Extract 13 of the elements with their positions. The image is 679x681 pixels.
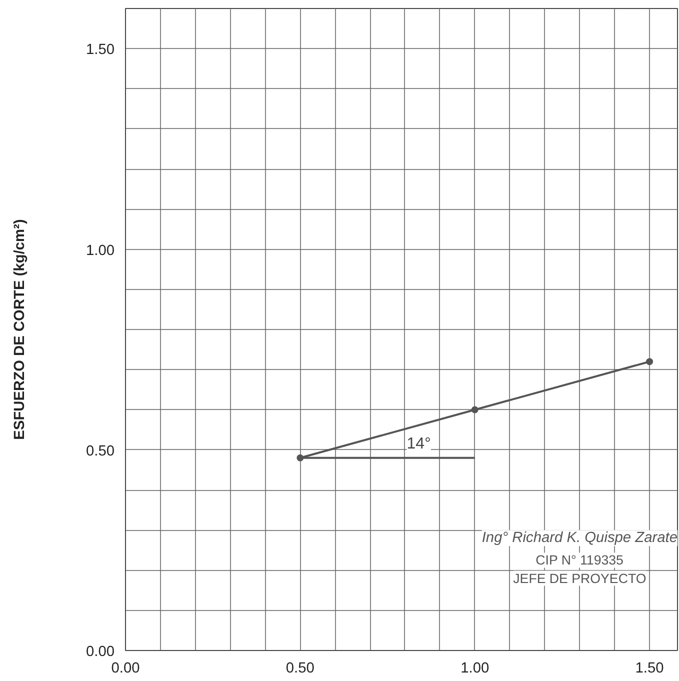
y-tick-label: 1.00 xyxy=(86,242,115,259)
x-tick-label: 0.50 xyxy=(286,660,314,676)
x-tick-label: 1.00 xyxy=(460,660,490,676)
y-tick-label: 0.50 xyxy=(86,443,115,460)
y-axis-title: ESFUERZO DE CORTE (kg/cm²) xyxy=(12,219,28,440)
y-tick-label: 1.50 xyxy=(86,42,115,58)
x-tick-label: 0.00 xyxy=(111,660,140,676)
y-tick-label: 0.00 xyxy=(86,644,115,660)
annotation: Ing° Richard K. Quispe Zarate xyxy=(482,530,678,546)
annotation: CIP N° 119335 xyxy=(536,552,624,568)
x-tick-label: 1.50 xyxy=(635,660,664,676)
annotation: JEFE DE PROYECTO xyxy=(513,570,646,586)
annotation: 14° xyxy=(406,435,431,452)
